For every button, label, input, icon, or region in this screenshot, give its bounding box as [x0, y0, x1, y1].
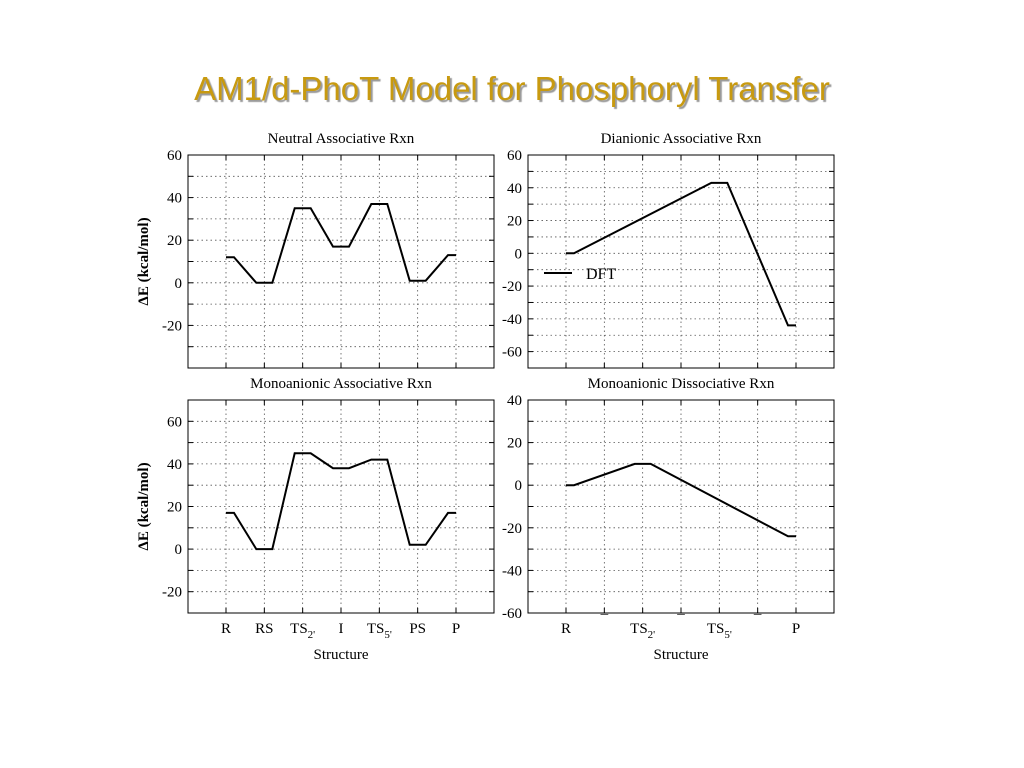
y-tick-label: 40	[167, 457, 182, 473]
y-tick-label: 20	[507, 214, 522, 230]
y-tick-label: -20	[162, 585, 182, 601]
panel-title: Monoanionic Associative Rxn	[250, 376, 432, 392]
y-tick-label: 60	[167, 414, 182, 430]
y-tick-label: 40	[167, 191, 182, 207]
y-tick-label: 0	[515, 478, 523, 494]
slide-title: AM1/d-PhoT Model for Phosphoryl Transfer	[194, 70, 830, 107]
x-tick-label: R	[561, 621, 571, 637]
x-tick-label: I	[339, 621, 344, 637]
y-axis-label: ΔE (kcal/mol)	[136, 462, 152, 550]
series-line	[226, 203, 456, 284]
series-line	[566, 181, 796, 327]
y-tick-label: -60	[502, 606, 522, 622]
y-tick-label: 20	[167, 500, 182, 516]
x-tick-label: PS	[409, 621, 426, 637]
y-tick-label: 60	[507, 148, 522, 164]
y-tick-label: 60	[167, 148, 182, 164]
x-tick-label: P	[792, 621, 800, 637]
legend-entry: DFT	[586, 266, 616, 283]
x-tick-label: RS	[255, 621, 273, 637]
y-tick-label: 40	[507, 393, 522, 409]
y-axis-label: ΔE (kcal/mol)	[136, 217, 152, 305]
x-tick-label: P	[452, 621, 460, 637]
x-tick-label: TS5'	[707, 621, 732, 641]
x-tick-label: ¯	[600, 613, 609, 629]
panel-title: Monoanionic Dissociative Rxn	[588, 376, 775, 392]
x-axis-label: Structure	[654, 647, 709, 663]
series-line	[226, 452, 456, 551]
x-axis-label: Structure	[314, 647, 369, 663]
y-tick-label: -20	[162, 318, 182, 334]
x-tick-label: ¯	[753, 613, 762, 629]
y-tick-label: -20	[502, 521, 522, 537]
x-tick-label: ¯	[676, 613, 685, 629]
x-tick-label: TS2'	[630, 621, 655, 641]
y-tick-label: 40	[507, 181, 522, 197]
series-line	[566, 462, 796, 538]
y-tick-label: 20	[507, 436, 522, 452]
panel-title: Neutral Associative Rxn	[268, 131, 415, 147]
panel-title: Dianionic Associative Rxn	[601, 131, 762, 147]
y-tick-label: -40	[502, 563, 522, 579]
x-tick-label: TS2'	[290, 621, 315, 641]
y-tick-label: 20	[167, 233, 182, 249]
y-tick-label: -20	[502, 279, 522, 295]
y-tick-label: -60	[502, 345, 522, 361]
x-tick-label: TS5'	[367, 621, 392, 641]
y-tick-label: -40	[502, 312, 522, 328]
x-tick-label: R	[221, 621, 231, 637]
y-tick-label: 0	[175, 276, 183, 292]
y-tick-label: 0	[175, 542, 183, 558]
y-tick-label: 0	[515, 246, 523, 262]
